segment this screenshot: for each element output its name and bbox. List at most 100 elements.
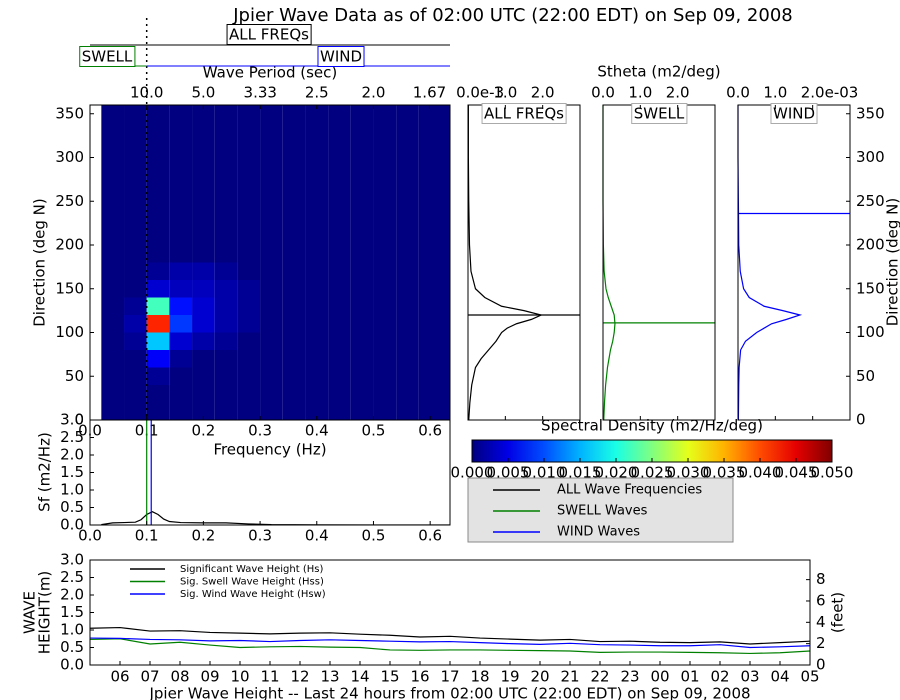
y-tick-label: 0.5 xyxy=(60,638,84,656)
heatmap-cell xyxy=(214,122,238,140)
heatmap-cell xyxy=(192,245,215,263)
heatmap-cell xyxy=(418,175,442,193)
heatmap-cell xyxy=(328,245,351,263)
label-box xyxy=(79,46,136,67)
heatmap-cell xyxy=(373,192,397,210)
y-tick-label: 0 xyxy=(856,411,866,429)
heatmap-cell xyxy=(396,192,419,210)
y-tick-label: 150 xyxy=(856,279,885,297)
heatmap-cell xyxy=(328,262,351,280)
x-tick-label: 2.0 xyxy=(531,84,555,102)
heatmap-cell xyxy=(350,315,374,333)
heatmap-cell xyxy=(282,210,306,228)
heatmap-cell xyxy=(124,157,147,175)
heatmap-cell xyxy=(282,140,306,158)
colorbar-tick-label: 0.015 xyxy=(559,464,602,482)
legend-label: SWELL Waves xyxy=(557,504,648,519)
heatmap-cell xyxy=(328,122,351,140)
heatmap-cell xyxy=(282,157,306,175)
heatmap-cell xyxy=(260,280,283,298)
colorbar-tick-label: 0.030 xyxy=(667,464,710,482)
heatmap-cell xyxy=(328,315,351,333)
heatmap-cell xyxy=(169,350,193,368)
y-tick-label: 50 xyxy=(65,367,84,385)
heatmap-cell xyxy=(305,367,329,385)
x-tick-label: 0.1 xyxy=(135,527,159,545)
heatmap-cell xyxy=(101,192,125,210)
heatmap-cell xyxy=(214,245,238,263)
heatmap-cell xyxy=(350,227,374,245)
heatmap-cell xyxy=(214,332,238,350)
heatmap-cell xyxy=(260,262,283,280)
heatmap-cell xyxy=(146,367,170,385)
heatmap-cell xyxy=(214,367,238,385)
heatmap-cell xyxy=(328,367,351,385)
heatmap-cell xyxy=(282,402,306,420)
heatmap-cell xyxy=(237,210,261,228)
heatmap-cell xyxy=(396,210,419,228)
heatmap-cell xyxy=(418,140,442,158)
heatmap-cell xyxy=(260,367,283,385)
colorbar-tick-label: 0.010 xyxy=(523,464,566,482)
heatmap-cell xyxy=(192,227,215,245)
heatmap-cell xyxy=(101,402,125,420)
heatmap-cell xyxy=(260,157,283,175)
heatmap-cell xyxy=(305,262,329,280)
heatmap-cell xyxy=(396,402,419,420)
series-line xyxy=(89,637,811,649)
heatmap-cell xyxy=(305,140,329,158)
heatmap-cell xyxy=(305,315,329,333)
heatmap-cell xyxy=(350,122,374,140)
y-tick-label: 0 xyxy=(74,411,84,429)
heatmap-cell xyxy=(214,280,238,298)
heatmap-cell xyxy=(214,227,238,245)
heatmap-cell xyxy=(260,122,283,140)
heatmap-cell xyxy=(260,105,283,123)
heatmap-cell xyxy=(101,122,125,140)
x-tick-label: 0.5 xyxy=(362,422,386,440)
heatmap-cell xyxy=(192,192,215,210)
heatmap-cell xyxy=(146,157,170,175)
x-axis-label: Stheta (m2/deg) xyxy=(597,63,720,81)
heatmap-cell xyxy=(146,262,170,280)
heatmap-cell xyxy=(328,280,351,298)
heatmap-cell xyxy=(328,332,351,350)
heatmap-cell xyxy=(305,402,329,420)
heatmap-cell xyxy=(305,227,329,245)
heatmap-cell xyxy=(373,105,397,123)
y2-tick-label: 2 xyxy=(816,634,826,652)
heatmap-cell xyxy=(237,175,261,193)
heatmap-cell xyxy=(350,332,374,350)
plot-frame xyxy=(602,104,716,421)
x2-tick-label: 10.0 xyxy=(130,84,163,102)
x-tick-label: 19 xyxy=(500,668,519,686)
colorbar-tick-label: 0.040 xyxy=(739,464,782,482)
x-tick-label: 07 xyxy=(140,668,159,686)
heatmap-cell xyxy=(350,297,374,315)
heatmap-cell xyxy=(418,262,442,280)
x2-tick-label: 1.67 xyxy=(413,84,446,102)
heatmap-cell xyxy=(418,122,442,140)
x-axis-label: Frequency (Hz) xyxy=(213,441,326,459)
colorbar-tick-label: 0.035 xyxy=(703,464,746,482)
heatmap-cell xyxy=(124,105,147,123)
heatmap-cell xyxy=(214,350,238,368)
heatmap-cell xyxy=(146,315,170,333)
heatmap-cell xyxy=(169,297,193,315)
x-offset-text: e-03 xyxy=(825,84,859,102)
x-tick-label: 11 xyxy=(260,668,279,686)
heatmap-cell xyxy=(418,385,442,403)
colorbar-tick-label: 0.025 xyxy=(631,464,674,482)
heatmap-cell xyxy=(169,280,193,298)
heatmap-cell xyxy=(101,385,125,403)
heatmap-cell xyxy=(350,280,374,298)
heatmap-cell xyxy=(169,402,193,420)
heatmap-cell xyxy=(373,297,397,315)
heatmap-cell xyxy=(214,297,238,315)
y-tick-label: 2.5 xyxy=(60,568,84,586)
label-box xyxy=(770,103,818,124)
y-tick-label: 350 xyxy=(55,104,84,122)
heatmap-cell xyxy=(237,350,261,368)
heatmap-cell xyxy=(441,157,450,175)
